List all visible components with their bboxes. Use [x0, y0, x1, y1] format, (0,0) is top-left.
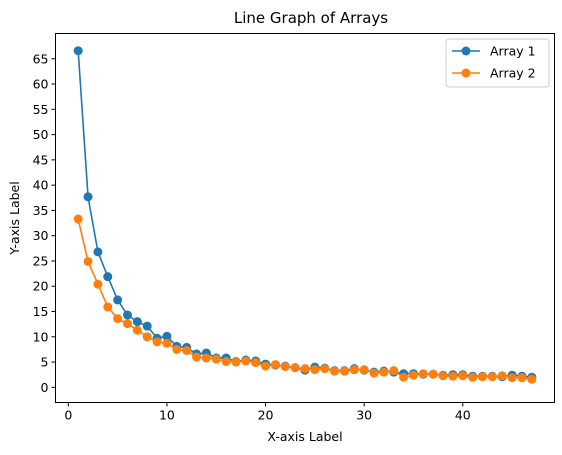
series-2-point [251, 358, 261, 368]
series-2-point [73, 214, 83, 224]
series-1-point [73, 46, 83, 56]
series-2-point [349, 365, 359, 375]
series-2-point [458, 371, 468, 381]
y-tick-label: 55 [33, 102, 49, 117]
legend: Array 1 Array 2 [445, 38, 550, 88]
x-tick-label: 10 [159, 408, 175, 423]
series-2-point [527, 374, 537, 384]
series-2-point [310, 365, 320, 375]
y-tick-label: 40 [33, 178, 49, 193]
series-2-point [142, 332, 152, 342]
series-2-point [369, 368, 379, 378]
y-tick-label: 30 [33, 228, 49, 243]
series-1-point [162, 331, 172, 341]
x-axis-label: X-axis Label [267, 429, 342, 444]
legend-label: Array 1 [490, 44, 536, 59]
series-2-point [221, 357, 231, 367]
series-2-point [201, 353, 211, 363]
series-2-point [182, 345, 192, 355]
series-2-point [113, 314, 123, 324]
plot-area [73, 46, 537, 384]
series-2-point [418, 369, 428, 379]
series-2-point [468, 372, 478, 382]
series-2-point [399, 372, 409, 382]
series-2-point [320, 364, 330, 374]
series-1-point [113, 295, 123, 305]
series-1-point [122, 310, 132, 320]
y-tick-label: 0 [41, 380, 49, 395]
series-2-point [172, 344, 182, 354]
x-tick-label: 40 [455, 408, 471, 423]
series-2-point [192, 352, 202, 362]
series-2-point [152, 337, 162, 347]
x-tick-label: 0 [64, 408, 72, 423]
series-2-point [280, 362, 290, 372]
series-2-point [211, 354, 221, 364]
series-2-point [103, 302, 113, 312]
y-tick-label: 60 [33, 77, 49, 92]
series-2-point [231, 357, 241, 367]
series-2-point [389, 366, 399, 376]
series-2-point [517, 373, 527, 383]
series-2-point [487, 372, 497, 382]
y-tick-label: 35 [33, 203, 49, 218]
series-1-point [93, 247, 103, 257]
series-2-point [132, 325, 142, 335]
series-2-point [261, 361, 271, 371]
series-2-point [270, 360, 280, 370]
series-2-point [241, 356, 251, 366]
series-2-point [290, 363, 300, 373]
series-2-point [162, 338, 172, 348]
series-2-point [83, 256, 93, 266]
y-tick-label: 15 [33, 304, 49, 319]
y-axis-label: Y-axis Label [7, 181, 22, 255]
y-tick-label: 25 [33, 253, 49, 268]
x-tick-label: 30 [356, 408, 372, 423]
y-axis: 0 5 10 15 20 25 30 35 40 45 50 55 60 65 [33, 51, 56, 395]
y-tick-label: 50 [33, 127, 49, 142]
legend-swatch-marker [461, 68, 471, 78]
series-2-point [478, 372, 488, 382]
legend-label: Array 2 [490, 66, 536, 81]
x-tick-label: 20 [258, 408, 274, 423]
series-2-point [379, 367, 389, 377]
legend-swatch-marker [461, 46, 471, 56]
y-tick-label: 65 [33, 51, 49, 66]
y-tick-label: 10 [33, 329, 49, 344]
series-1-point [142, 321, 152, 331]
series-1-point [103, 272, 113, 282]
y-tick-label: 45 [33, 152, 49, 167]
series-2-point [428, 369, 438, 379]
series-1-point [83, 192, 93, 202]
series-2-point [497, 371, 507, 381]
series-2-point [122, 319, 132, 329]
series-2-point [93, 279, 103, 289]
series-2-point [507, 373, 517, 383]
chart-title: Line Graph of Arrays [234, 9, 388, 27]
series-2-point [330, 366, 340, 376]
series-2-point [438, 371, 448, 381]
y-tick-label: 5 [41, 355, 49, 370]
x-axis: 0 10 20 30 40 [64, 402, 471, 423]
series-2-point [339, 366, 349, 376]
series-2-point [448, 371, 458, 381]
series-2-point [300, 364, 310, 374]
y-tick-label: 20 [33, 279, 49, 294]
series-2-point [359, 365, 369, 375]
series-2-point [408, 370, 418, 380]
series-2 [73, 214, 537, 384]
plot-frame [55, 33, 555, 403]
series-1-point [132, 317, 142, 327]
